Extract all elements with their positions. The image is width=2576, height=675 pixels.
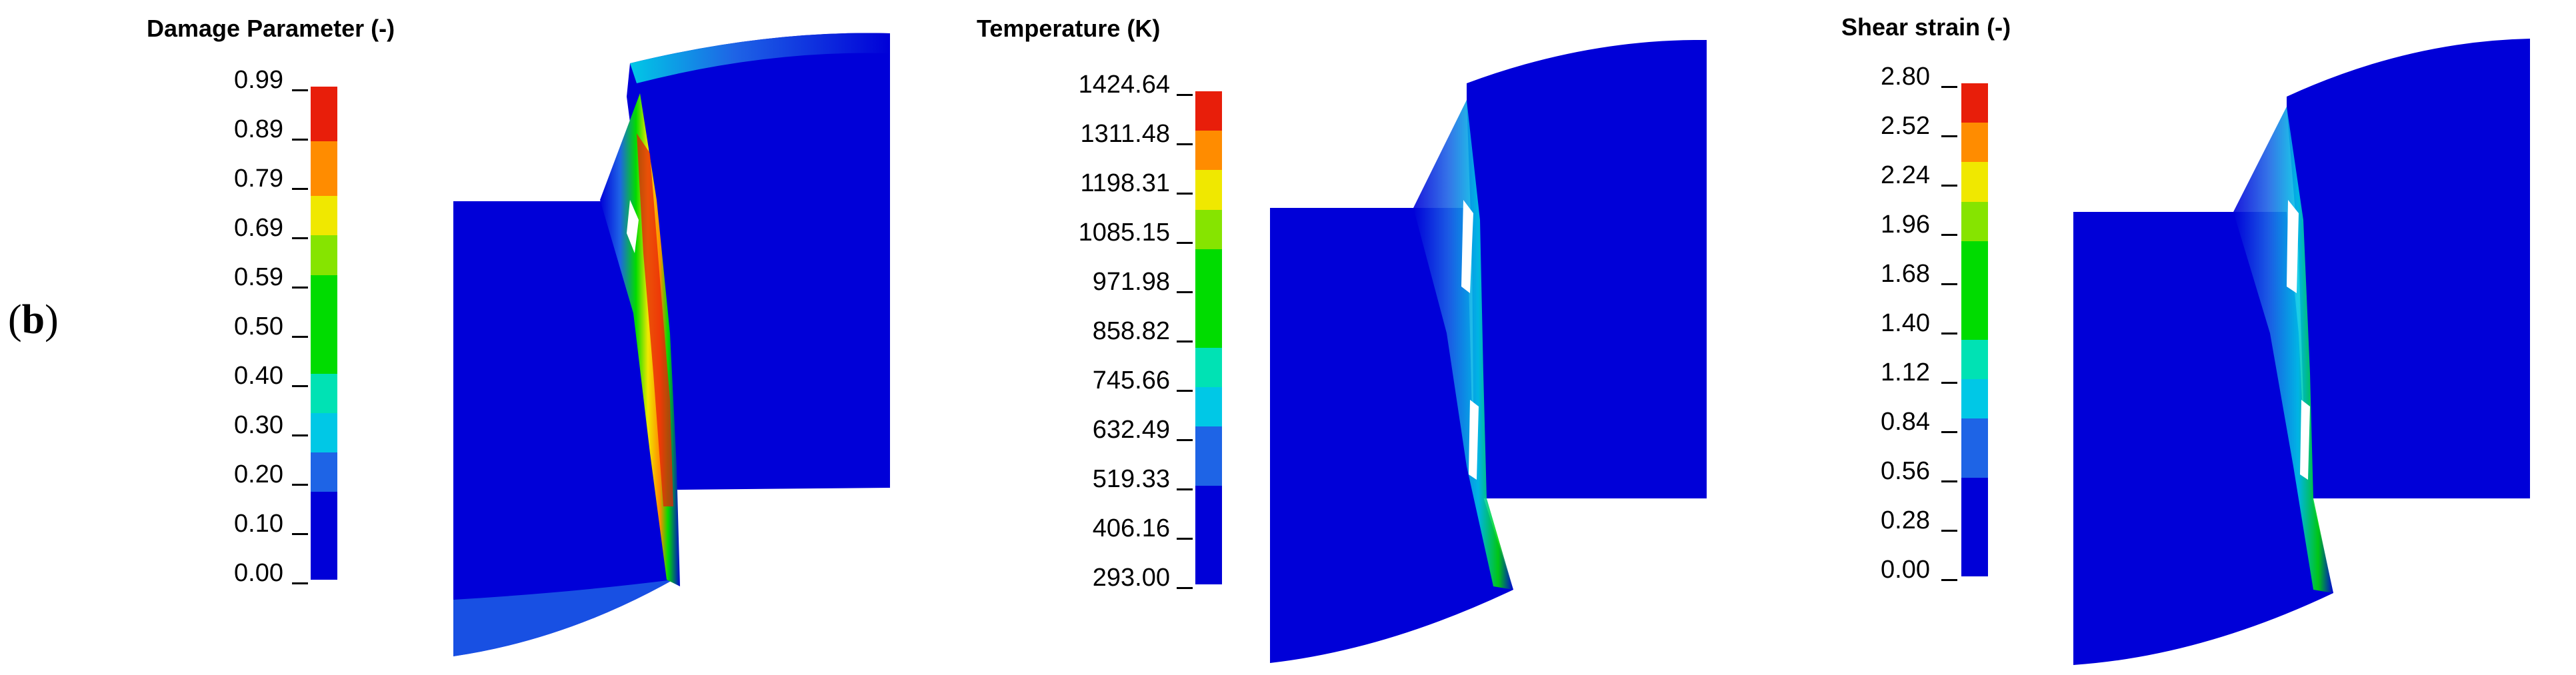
tick-mark <box>1941 185 1957 187</box>
shear-strain-tick-label: 0.84 <box>1881 408 1930 436</box>
tick-mark <box>1177 587 1193 589</box>
shear-strain-tick-label: 2.80 <box>1881 63 1930 91</box>
damage-tick-label: 0.79 <box>234 165 283 193</box>
temperature-tick-label: 1198.31 <box>1080 169 1170 197</box>
tick-mark <box>292 139 308 141</box>
temperature-tick-label: 406.16 <box>1092 514 1170 542</box>
shear-strain-tick-label: 2.52 <box>1881 112 1930 140</box>
damage-tick-label: 0.00 <box>234 559 283 587</box>
temperature-contour <box>1270 39 1707 663</box>
temperature-colorbar <box>1195 91 1222 584</box>
temperature-tick-label: 632.49 <box>1092 416 1170 444</box>
damage-tick-label: 0.10 <box>234 510 283 538</box>
tick-mark <box>292 484 308 486</box>
damage-legend-title: Damage Parameter (-) <box>147 15 395 42</box>
tick-mark <box>1177 291 1193 293</box>
tick-mark <box>292 434 308 436</box>
damage-tick-label: 0.69 <box>234 214 283 242</box>
tick-mark <box>1177 340 1193 342</box>
tick-mark <box>1177 538 1193 540</box>
temperature-tick-label: 519.33 <box>1092 465 1170 493</box>
shear-strain-tick-label: 0.28 <box>1881 506 1930 534</box>
damage-tick-label: 0.59 <box>234 263 283 291</box>
tick-mark <box>292 533 308 535</box>
tick-mark <box>1177 143 1193 145</box>
shear-strain-legend-title: Shear strain (-) <box>1841 13 2011 41</box>
damage-tick-label: 0.50 <box>234 313 283 340</box>
temperature-legend-title: Temperature (K) <box>977 15 1161 42</box>
tick-mark <box>1941 480 1957 482</box>
tick-mark <box>292 89 308 91</box>
shear-strain-contour <box>2073 39 2530 665</box>
shear-strain-tick-label: 1.96 <box>1881 211 1930 239</box>
tick-mark <box>1177 193 1193 195</box>
temperature-tick-label: 293.00 <box>1092 564 1170 592</box>
damage-contour <box>453 33 890 656</box>
damage-tick-label: 0.89 <box>234 115 283 143</box>
damage-tick-label: 0.20 <box>234 460 283 488</box>
shear-strain-tick-label: 1.12 <box>1881 358 1930 386</box>
shear-strain-tick-label: 1.40 <box>1881 309 1930 337</box>
tick-mark <box>1941 431 1957 433</box>
temperature-tick-label: 971.98 <box>1092 268 1170 296</box>
panel-label: (b) <box>8 297 59 342</box>
tick-mark <box>1941 283 1957 285</box>
tick-mark <box>1177 242 1193 244</box>
tick-mark <box>292 582 308 584</box>
tick-mark <box>292 385 308 387</box>
shear-strain-tick-label: 2.24 <box>1881 161 1930 189</box>
tick-mark <box>1177 390 1193 392</box>
tick-mark <box>1941 86 1957 88</box>
shear-strain-tick-label: 0.56 <box>1881 457 1930 485</box>
tick-mark <box>1177 488 1193 490</box>
tick-mark <box>292 188 308 190</box>
tick-mark <box>1177 94 1193 96</box>
shear-strain-colorbar <box>1961 83 1988 576</box>
shear-strain-tick-label: 1.68 <box>1881 260 1930 288</box>
temperature-tick-label: 1085.15 <box>1078 219 1170 247</box>
damage-tick-label: 0.99 <box>234 66 283 94</box>
temperature-tick-label: 1424.64 <box>1078 71 1170 99</box>
tick-mark <box>1941 579 1957 581</box>
damage-colorbar <box>311 87 337 580</box>
tick-mark <box>1941 382 1957 384</box>
tick-mark <box>1941 530 1957 532</box>
tick-mark <box>292 336 308 338</box>
damage-tick-label: 0.30 <box>234 411 283 439</box>
tick-mark <box>1177 439 1193 441</box>
tick-mark <box>292 287 308 289</box>
shear-strain-tick-label: 0.00 <box>1881 556 1930 584</box>
tick-mark <box>292 237 308 239</box>
tick-mark <box>1941 333 1957 335</box>
damage-tick-label: 0.40 <box>234 362 283 390</box>
temperature-tick-label: 745.66 <box>1092 366 1170 394</box>
temperature-tick-label: 858.82 <box>1092 317 1170 345</box>
tick-mark <box>1941 234 1957 236</box>
temperature-tick-label: 1311.48 <box>1080 120 1170 148</box>
tick-mark <box>1941 135 1957 137</box>
